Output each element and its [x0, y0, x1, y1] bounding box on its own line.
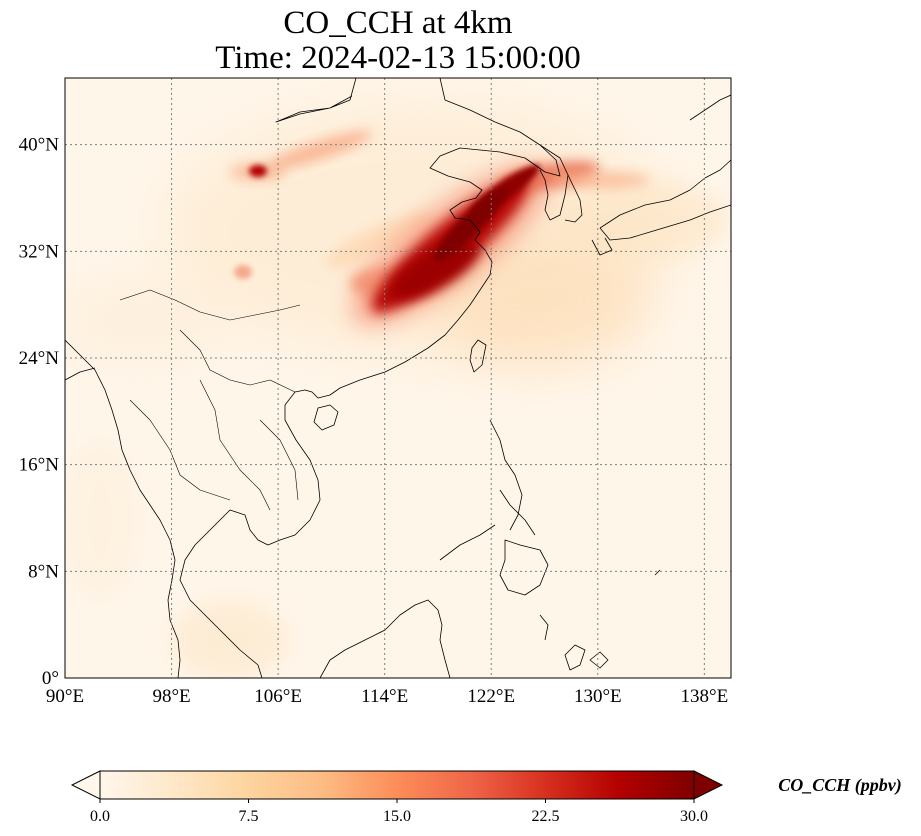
colorbar-tick-label: 22.5 — [532, 808, 560, 825]
x-tick-label: 130°E — [574, 686, 622, 707]
concentration-field — [65, 100, 730, 678]
colorbar-tick-label: 0.0 — [90, 808, 110, 825]
y-axis-ticks: 0° 8°N 16°N 24°N 32°N 40°N — [19, 135, 60, 689]
x-tick-label: 90°E — [46, 686, 84, 707]
colorbar: 0.0 7.5 15.0 22.5 30.0 CO_CCH (ppbv) — [70, 770, 902, 825]
y-tick-label: 40°N — [19, 135, 60, 156]
gridlines — [65, 78, 731, 678]
y-tick-label: 16°N — [19, 455, 60, 476]
colorbar-extend-min — [70, 770, 101, 800]
x-tick-label: 138°E — [681, 686, 729, 707]
colorbar-fill — [100, 771, 694, 799]
x-axis-ticks: 90°E 98°E 106°E 114°E 122°E 130°E 138°E — [46, 686, 728, 707]
colorbar-label: CO_CCH (ppbv) — [778, 775, 902, 796]
x-tick-label: 114°E — [361, 686, 408, 707]
map-subtitle-time: Time: 2024-02-13 15:00:00 — [215, 40, 581, 76]
colorbar-ticks: 0.0 7.5 15.0 22.5 30.0 — [90, 799, 708, 825]
colorbar-extend-max — [693, 770, 724, 800]
x-tick-label: 122°E — [467, 686, 515, 707]
map-title: CO_CCH at 4km — [283, 5, 513, 41]
y-tick-label: 8°N — [28, 561, 59, 582]
colorbar-tick-label: 30.0 — [680, 808, 708, 825]
coastlines — [65, 78, 731, 678]
x-tick-label: 106°E — [254, 686, 302, 707]
map-frame — [64, 77, 732, 679]
x-tick-label: 98°E — [152, 686, 190, 707]
colorbar-tick-label: 7.5 — [239, 808, 259, 825]
y-tick-label: 24°N — [19, 348, 60, 369]
colorbar-tick-label: 15.0 — [383, 808, 411, 825]
y-tick-label: 32°N — [19, 241, 60, 262]
y-tick-label: 0° — [42, 668, 59, 689]
